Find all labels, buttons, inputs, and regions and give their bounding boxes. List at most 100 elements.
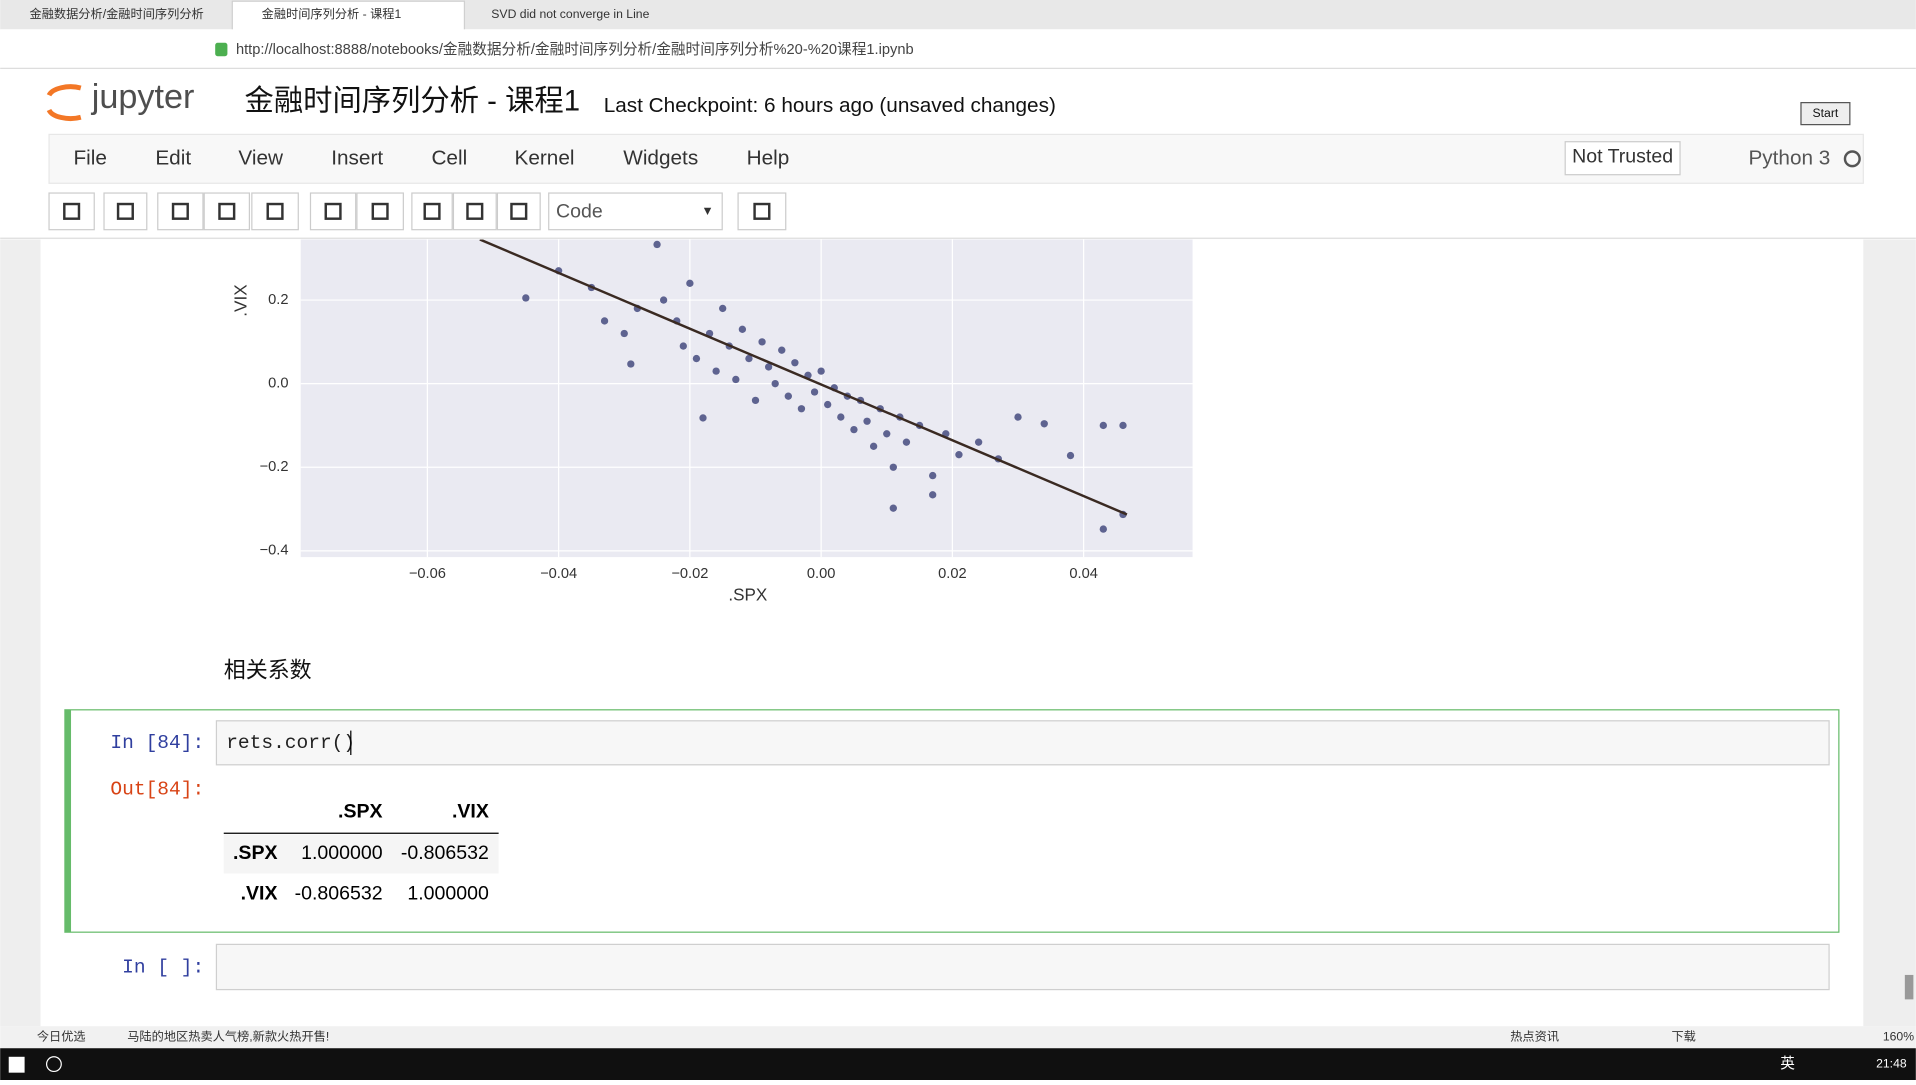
trusted-label[interactable]: Not Trusted — [1572, 146, 1673, 168]
tab-active[interactable] — [231, 0, 466, 32]
toolbar-button[interactable] — [203, 192, 251, 231]
start-icon[interactable] — [8, 1056, 25, 1073]
toolbar-icon — [510, 202, 528, 220]
menu-item[interactable]: Cell — [431, 146, 467, 169]
kernel-indicator — [1843, 150, 1861, 168]
toolbar-button[interactable] — [157, 192, 204, 231]
point — [600, 317, 609, 325]
point — [974, 438, 983, 446]
search-icon[interactable] — [45, 1056, 62, 1073]
in-prompt: In [84]: — [110, 732, 204, 754]
status-zoom[interactable]: 160% — [1883, 1029, 1914, 1043]
tab-title[interactable]: 金融时间序列分析 - 课程1 — [262, 6, 402, 21]
status-text[interactable]: 热点资讯 — [1510, 1029, 1559, 1043]
in-prompt: In [ ]: — [122, 957, 204, 979]
toolbar-icon — [63, 202, 81, 220]
checkpoint: Last Checkpoint: 6 hours ago (unsaved ch… — [604, 94, 1056, 117]
point — [850, 425, 858, 434]
point — [1099, 525, 1107, 533]
logo-arc — [46, 108, 82, 122]
kernel-name: Python 3 — [1748, 146, 1830, 169]
secure-icon — [215, 42, 228, 57]
toolbar-button[interactable] — [411, 192, 453, 231]
toolbar-button[interactable] — [356, 192, 404, 231]
table-cell: 1.000000 — [301, 842, 383, 864]
cell-type[interactable]: Code — [556, 201, 603, 223]
point — [837, 413, 845, 421]
point — [719, 304, 727, 313]
taskbar — [0, 1048, 1916, 1080]
menu-item[interactable]: File — [73, 146, 106, 169]
x-axis-label: .SPX — [728, 586, 768, 605]
toolbar-button[interactable] — [103, 192, 148, 231]
table-row-label: .SPX — [233, 842, 278, 864]
menu-item[interactable]: Widgets — [623, 146, 698, 169]
table-header: .VIX — [452, 801, 489, 823]
menu-item[interactable]: Insert — [331, 146, 383, 169]
toolbar-icon — [266, 202, 284, 220]
cell-type-select[interactable] — [548, 192, 723, 231]
y-tick-label: 0.0 — [268, 376, 288, 392]
toolbar-icon — [171, 202, 189, 220]
point — [1066, 451, 1075, 460]
menu-item[interactable]: Kernel — [515, 146, 575, 169]
x-tick-label: 0.04 — [1069, 566, 1098, 582]
code-input[interactable] — [215, 943, 1830, 991]
table-header: .SPX — [338, 801, 383, 823]
tab-title[interactable]: SVD did not converge in Line — [491, 7, 649, 21]
point — [738, 325, 747, 333]
menu-item[interactable]: Edit — [155, 146, 191, 169]
menu-item[interactable]: View — [238, 146, 284, 169]
notebook-title[interactable]: 金融时间序列分析 - 课程1 — [245, 84, 580, 117]
point — [627, 360, 635, 368]
ime[interactable]: 英 — [1780, 1054, 1795, 1072]
trusted-badge[interactable] — [1564, 141, 1681, 176]
status-text[interactable]: 今日优选 — [37, 1028, 86, 1043]
code[interactable]: rets.corr() — [226, 732, 355, 754]
start-label[interactable]: Start — [1813, 106, 1839, 120]
table-row-label: .VIX — [241, 882, 278, 904]
point — [751, 396, 760, 405]
toolbar-button[interactable] — [309, 192, 357, 231]
point — [889, 463, 897, 471]
point — [869, 442, 878, 451]
point — [955, 451, 963, 459]
toolbar-button[interactable] — [452, 192, 497, 231]
point — [659, 296, 668, 304]
y-tick-label: −0.2 — [260, 459, 289, 475]
status-news[interactable]: 马陆的地区热卖人气榜,新款火热开售! — [127, 1028, 329, 1043]
toolbar-icon — [116, 202, 134, 220]
tab-title[interactable]: 金融数据分析/金融时间序列分析 — [29, 6, 203, 21]
start-button[interactable] — [1800, 102, 1851, 126]
x-tick-label: 0.00 — [807, 566, 836, 582]
toolbar-icon — [466, 202, 484, 220]
point — [745, 354, 753, 363]
point — [778, 346, 786, 354]
toolbar-button[interactable] — [251, 192, 299, 231]
point — [522, 294, 530, 302]
status-text[interactable]: 下载 — [1671, 1029, 1695, 1043]
menu-item[interactable]: Help — [747, 146, 790, 169]
toolbar-icon — [423, 202, 441, 220]
point — [863, 417, 871, 425]
scatter-plot: −0.06 −0.04 −0.02 0.00 0.02 0.04 −0.4 −0.2 0.0 0.… — [232, 239, 1193, 605]
plot-area — [300, 239, 1193, 558]
scrollbar-thumb[interactable] — [1904, 974, 1914, 1000]
point — [1099, 421, 1107, 430]
toolbar-button[interactable] — [496, 192, 541, 231]
url[interactable]: http://localhost:8888/notebooks/金融数据分析/金… — [236, 41, 914, 58]
toolbar-button[interactable] — [737, 192, 787, 231]
code-input[interactable] — [215, 720, 1830, 766]
dropdown-arrow — [703, 207, 712, 216]
table-cell: -0.806532 — [295, 882, 383, 904]
toolbar-icon — [218, 202, 236, 220]
point — [797, 405, 806, 413]
toolbar-button[interactable] — [48, 192, 95, 231]
logo-text[interactable]: jupyter — [91, 78, 195, 116]
y-axis-label: .VIX — [232, 284, 251, 317]
point — [784, 392, 792, 400]
point — [791, 359, 799, 367]
markdown-text: 相关系数 — [224, 658, 312, 683]
y-tick-label: 0.2 — [268, 292, 288, 308]
